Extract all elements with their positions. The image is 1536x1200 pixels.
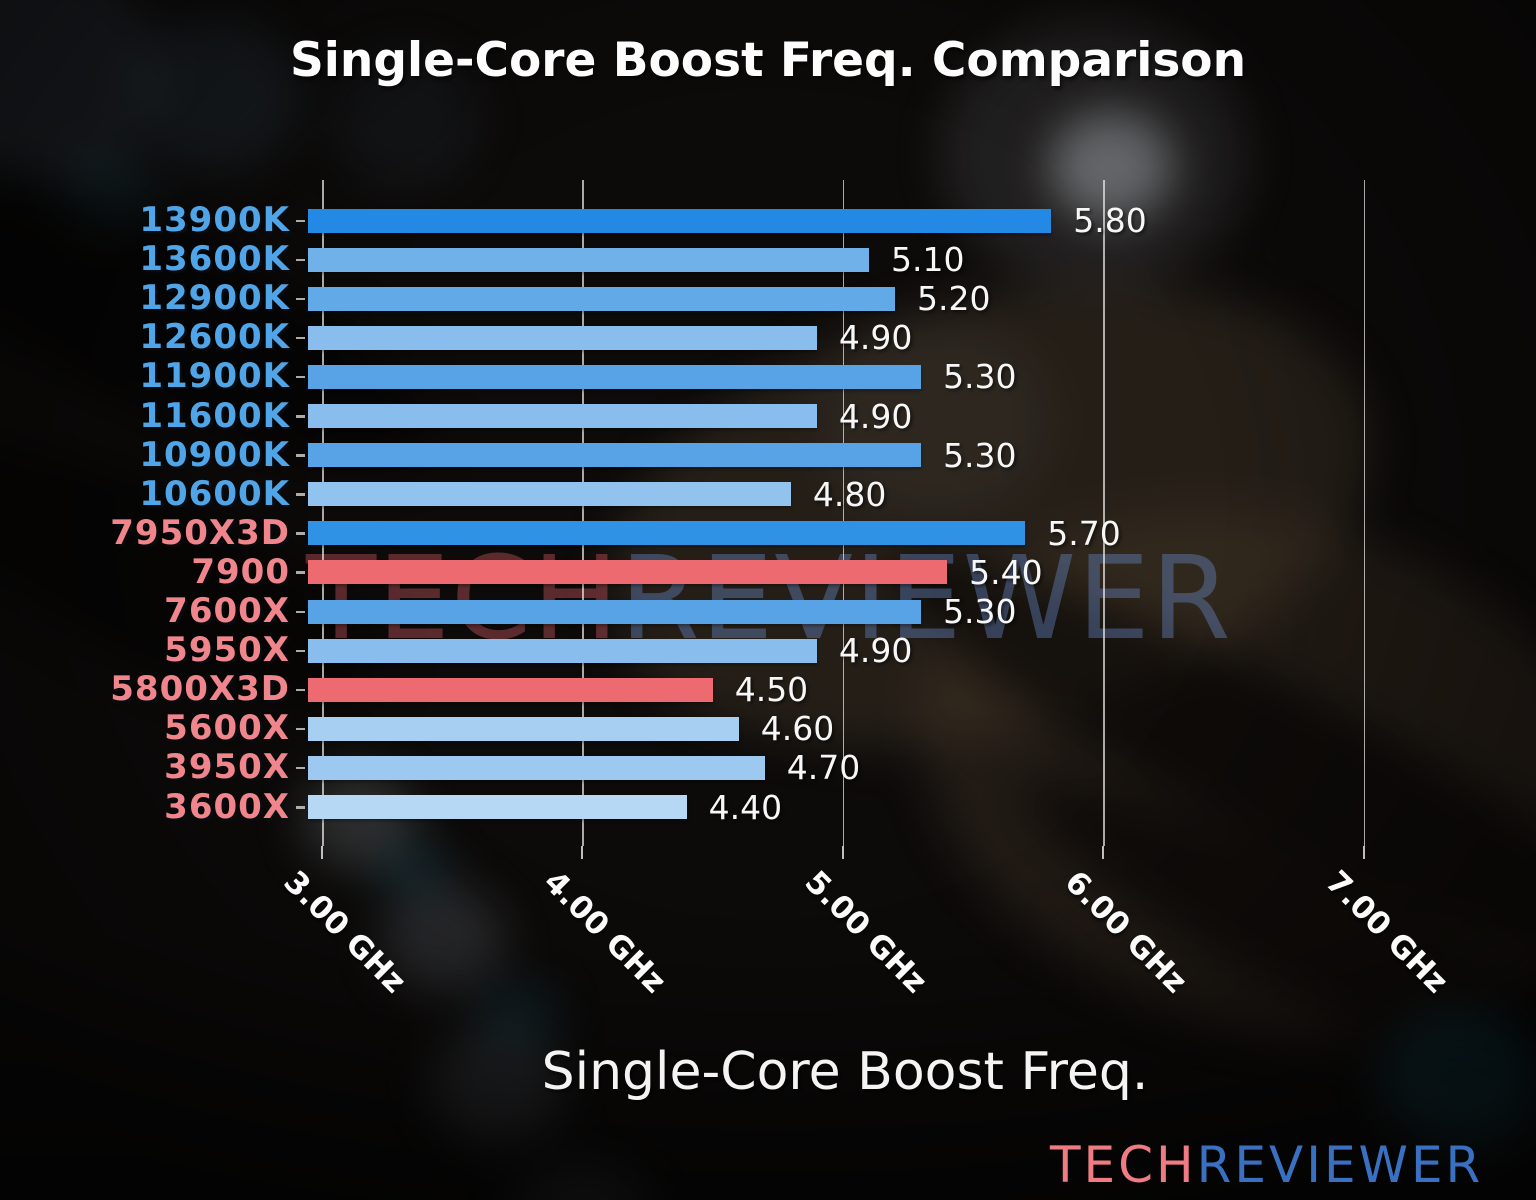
y-tick-mark xyxy=(296,297,305,301)
gridline xyxy=(1363,180,1366,846)
gridline xyxy=(322,180,324,846)
brand-logo-reviewer: REVIEWER xyxy=(1196,1136,1484,1194)
cpu-label: 11900K xyxy=(139,356,290,397)
cpu-label: 13600K xyxy=(139,239,290,280)
plot-area: 3.00 GHz 4.00 GHz 5.00 GHz 6.00 GHz 7.00 GHz… xyxy=(110,180,1456,1000)
value-label: 4.90 xyxy=(838,396,913,436)
bar-row: 10600K 4.80 xyxy=(139,474,1456,514)
bar-row: 11900K 5.30 xyxy=(139,357,1456,397)
y-tick-mark xyxy=(296,336,305,340)
y-tick-mark xyxy=(296,571,305,574)
bar-row: 7900 5.40 xyxy=(191,552,1456,592)
y-tick-mark xyxy=(296,258,305,262)
value-label: 5.40 xyxy=(969,552,1043,592)
x-tick-mark xyxy=(841,846,844,859)
bar xyxy=(308,677,713,702)
gridline xyxy=(582,180,584,846)
y-tick-mark xyxy=(296,454,305,457)
bar-row: 7600X 5.30 xyxy=(164,591,1456,631)
brand-logo: TECHREVIEWER xyxy=(1050,1140,1483,1190)
bar-row: 3600X 4.40 xyxy=(164,787,1456,827)
bar xyxy=(308,482,791,507)
cpu-label: 7600X xyxy=(164,591,290,631)
value-label: 5.30 xyxy=(943,435,1017,475)
bar xyxy=(308,638,817,663)
bar xyxy=(308,325,817,350)
x-tick-mark xyxy=(1102,846,1105,859)
cpu-label: 13900K xyxy=(139,200,290,240)
x-tick-mark xyxy=(1362,846,1365,859)
bar xyxy=(308,560,948,585)
bar xyxy=(308,247,869,272)
y-tick-mark xyxy=(296,727,305,731)
gridline xyxy=(1103,180,1105,846)
bar xyxy=(308,716,739,741)
bar-row: 5950X 4.90 xyxy=(164,631,1456,671)
value-label: 5.10 xyxy=(890,240,965,280)
value-label: 4.90 xyxy=(838,631,913,671)
bar xyxy=(308,599,922,624)
y-tick-mark xyxy=(296,610,305,613)
bar-row: 5600X 4.60 xyxy=(164,709,1456,749)
bar xyxy=(308,755,765,780)
value-label: 4.80 xyxy=(812,474,887,514)
cpu-label: 12600K xyxy=(139,317,290,358)
bar-row: 5800X3D 4.50 xyxy=(110,670,1456,710)
value-label: 5.20 xyxy=(917,279,991,319)
cpu-label: 5800X3D xyxy=(110,669,290,710)
cpu-label: 7900 xyxy=(191,551,290,592)
bar-row: 12900K 5.20 xyxy=(139,279,1456,319)
bar xyxy=(308,208,1052,233)
value-label: 4.60 xyxy=(760,709,835,749)
y-tick-mark xyxy=(296,806,305,809)
x-axis-label: Single-Core Boost Freq. xyxy=(541,1042,1149,1102)
value-label: 4.40 xyxy=(708,787,783,827)
cpu-label: 3600X xyxy=(164,786,290,827)
y-tick-mark xyxy=(296,649,305,653)
cpu-label: 10600K xyxy=(139,473,290,514)
value-label: 5.30 xyxy=(943,592,1017,631)
cpu-label: 11600K xyxy=(139,395,290,436)
cpu-label: 5600X xyxy=(164,708,290,749)
y-tick-mark xyxy=(296,219,305,222)
y-tick-mark xyxy=(296,375,305,379)
y-tick-mark xyxy=(296,415,305,418)
y-tick-mark xyxy=(296,493,305,496)
bar xyxy=(308,521,1026,546)
cpu-label: 12900K xyxy=(139,278,290,319)
bar-row: 13900K 5.80 xyxy=(139,200,1456,240)
brand-logo-tech: TECH xyxy=(1050,1136,1197,1194)
value-label: 5.30 xyxy=(943,357,1017,397)
y-tick-mark xyxy=(296,688,305,692)
cpu-label: 3950X xyxy=(164,747,290,788)
cpu-label: 10900K xyxy=(139,434,290,475)
bar-row: 10900K 5.30 xyxy=(139,435,1456,475)
bar xyxy=(308,404,817,428)
bar xyxy=(308,795,687,819)
value-label: 4.90 xyxy=(838,318,913,358)
cpu-label: 7950X3D xyxy=(110,512,290,553)
y-tick-mark xyxy=(296,766,305,770)
value-label: 4.70 xyxy=(786,748,861,788)
y-tick-mark xyxy=(296,532,305,535)
bar-row: 3950X 4.70 xyxy=(164,748,1456,788)
bar-row: 7950X3D 5.70 xyxy=(110,513,1456,553)
gridline xyxy=(842,180,845,846)
x-tick-mark xyxy=(581,846,584,859)
bar-row: 12600K 4.90 xyxy=(139,318,1456,358)
bar-row: 11600K 4.90 xyxy=(139,396,1456,436)
bar xyxy=(308,286,896,311)
bar xyxy=(308,364,922,389)
x-tick-mark xyxy=(321,846,324,859)
bar xyxy=(308,443,922,468)
bar-row: 13600K 5.10 xyxy=(139,240,1456,280)
cpu-label: 5950X xyxy=(164,630,290,671)
value-label: 4.50 xyxy=(734,670,809,710)
chart-title: Single-Core Boost Freq. Comparison xyxy=(289,33,1247,88)
value-label: 5.70 xyxy=(1047,513,1121,553)
value-label: 5.80 xyxy=(1073,201,1147,240)
